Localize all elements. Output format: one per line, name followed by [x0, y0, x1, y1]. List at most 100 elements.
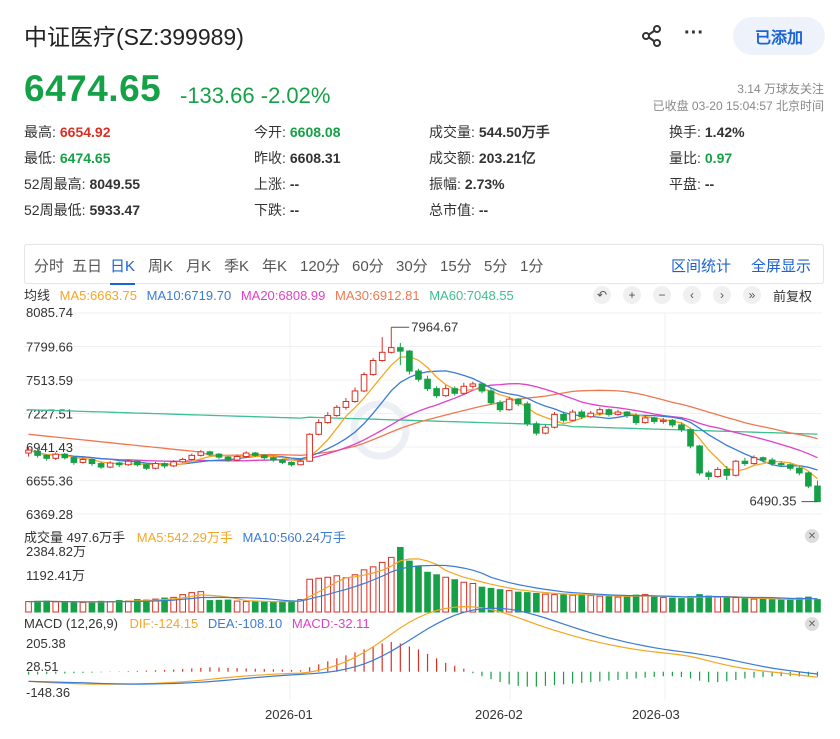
- macd-tick-label: 205.38: [26, 636, 66, 651]
- tab-60分[interactable]: 60分: [352, 258, 384, 275]
- candle-body: [242, 452, 250, 458]
- candle-body: [596, 409, 604, 414]
- candle-body: [678, 424, 685, 431]
- more-icon[interactable]: ···: [684, 22, 704, 44]
- x-tick-label: 2026-01: [265, 707, 313, 722]
- candle-body: [324, 415, 332, 424]
- tab-30分[interactable]: 30分: [396, 258, 428, 275]
- volume-bar: [641, 594, 649, 613]
- candle-body: [814, 485, 821, 503]
- scroll-left-icon[interactable]: ‹: [683, 286, 701, 304]
- volume-bar: [623, 595, 631, 613]
- volume-bar: [442, 576, 449, 613]
- candle-body: [659, 419, 667, 422]
- x-tick-label: 2026-03: [632, 707, 680, 722]
- volume-bar: [424, 571, 431, 613]
- zoom-out-icon[interactable]: −: [653, 286, 671, 304]
- stat-item: 成交额: 203.21亿: [429, 148, 536, 168]
- ma-legend-label: 均线: [24, 288, 51, 303]
- tab-季K[interactable]: 季K: [224, 258, 250, 275]
- stat-item: 换手: 1.42%: [669, 122, 745, 142]
- stat-value: --: [478, 202, 489, 218]
- volume-bar: [134, 599, 141, 613]
- stat-label: 振幅:: [429, 176, 461, 192]
- volume-bar: [777, 599, 785, 613]
- volume-bar: [61, 601, 69, 613]
- tab-月K[interactable]: 月K: [186, 258, 212, 275]
- candle-body: [605, 409, 613, 415]
- volume-bar: [88, 601, 96, 613]
- macd-tick-label: 28.51: [26, 659, 59, 674]
- volume-bar: [251, 601, 259, 613]
- volume-bar: [814, 599, 821, 613]
- tab-15分[interactable]: 15分: [440, 258, 472, 275]
- volume-bar: [723, 597, 731, 613]
- tab-120分[interactable]: 120分: [300, 258, 341, 275]
- candle-body: [533, 423, 540, 434]
- volume-bar: [333, 575, 341, 613]
- candle-body: [478, 383, 486, 392]
- volume-bar: [714, 596, 722, 613]
- candle-body: [387, 347, 395, 353]
- candle-body: [696, 445, 703, 474]
- scroll-right-icon[interactable]: ›: [713, 286, 731, 304]
- tab-日K[interactable]: 日K: [110, 255, 136, 285]
- candle-body: [614, 411, 622, 415]
- tab-5分[interactable]: 5分: [484, 258, 508, 275]
- candle-body: [378, 351, 386, 362]
- volume-bar: [469, 582, 477, 613]
- zoom-in-icon[interactable]: +: [623, 286, 641, 304]
- price-tick-label: 6655.36: [26, 474, 73, 489]
- volume-bar: [687, 596, 694, 613]
- candle-body: [215, 453, 223, 458]
- volume-bar: [43, 600, 50, 613]
- tab-分时[interactable]: 分时: [34, 258, 65, 275]
- vol-ma5-line: [28, 558, 818, 603]
- follow-button[interactable]: 已添加: [733, 17, 825, 55]
- tab-年K[interactable]: 年K: [262, 258, 288, 275]
- vol-ma5-value: MA5:542.29万手: [136, 530, 233, 545]
- stat-item: 最高: 6654.92: [24, 122, 111, 142]
- stat-value: 6654.92: [59, 124, 111, 140]
- candle-body: [687, 429, 694, 447]
- candle-body: [669, 419, 676, 426]
- close-volume-icon[interactable]: ✕: [805, 529, 819, 543]
- adjust-dropdown[interactable]: 前复权: [773, 289, 813, 304]
- candle-body: [70, 457, 78, 463]
- candle-body: [777, 463, 785, 466]
- stat-label: 今开:: [254, 124, 286, 140]
- dif-value: DIF:-124.15: [129, 616, 199, 631]
- candle-body: [406, 350, 413, 372]
- volume-bar: [233, 600, 241, 613]
- stat-item: 52周最高: 8049.55: [24, 174, 140, 194]
- candle-body: [551, 413, 558, 428]
- candle-body: [61, 453, 69, 459]
- stat-value: 8049.55: [89, 176, 141, 192]
- candle-body: [578, 411, 586, 418]
- range-stats-button[interactable]: 区间统计: [671, 258, 732, 275]
- candle-body: [115, 462, 123, 466]
- volume-bar: [369, 566, 377, 613]
- candle-body: [705, 472, 712, 477]
- candle-body: [233, 456, 241, 461]
- scroll-end-icon[interactable]: »: [743, 286, 761, 304]
- stat-item: 昨收: 6608.31: [254, 148, 341, 168]
- fullscreen-button[interactable]: 全屏显示: [751, 258, 812, 275]
- volume-bar: [578, 594, 586, 613]
- tab-1分[interactable]: 1分: [520, 258, 544, 275]
- candle-body: [170, 461, 177, 467]
- undo-icon[interactable]: ↶: [593, 286, 611, 304]
- ma30-value: MA30:6912.81: [335, 288, 420, 303]
- candle-body: [342, 400, 350, 408]
- candle-body: [179, 458, 187, 463]
- candle-body: [750, 457, 758, 465]
- tab-五日[interactable]: 五日: [72, 258, 103, 275]
- close-macd-icon[interactable]: ✕: [805, 617, 819, 631]
- volume-bar: [34, 600, 41, 613]
- stat-value: 6474.65: [59, 150, 111, 166]
- share-icon[interactable]: [641, 25, 663, 53]
- tab-周K[interactable]: 周K: [148, 258, 174, 275]
- volume-bar: [632, 594, 640, 613]
- volume-bar: [669, 597, 676, 613]
